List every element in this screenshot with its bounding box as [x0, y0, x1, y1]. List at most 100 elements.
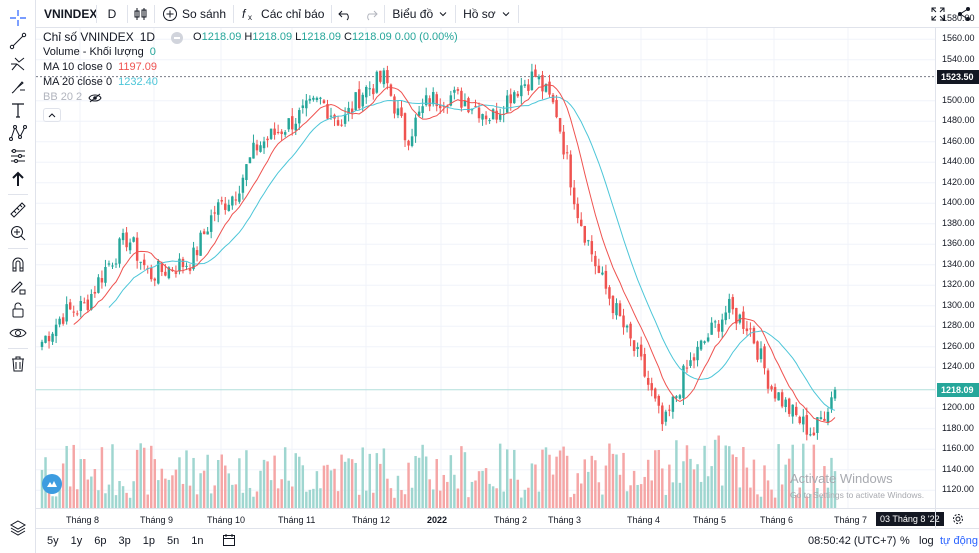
candle-body: [139, 261, 142, 263]
volume-bar: [449, 455, 453, 508]
candle-body: [534, 69, 537, 78]
range-button-5y[interactable]: 5y: [47, 535, 59, 547]
chart-layout-menu[interactable]: Biểu đồ: [385, 0, 455, 28]
candle-body: [597, 265, 601, 273]
ruler-tool[interactable]: [8, 200, 28, 220]
candle-body: [572, 187, 576, 205]
candle-body: [611, 295, 615, 314]
candle-body: [562, 131, 565, 155]
goto-date-button[interactable]: [216, 533, 242, 550]
auto-scale-toggle[interactable]: tự động: [940, 535, 978, 547]
crosshair-tool[interactable]: [8, 8, 28, 28]
volume-bar: [805, 496, 809, 508]
candle-body: [580, 219, 583, 227]
interval-button[interactable]: D: [107, 6, 117, 21]
volume-bar: [54, 496, 58, 508]
chart-type-button[interactable]: [128, 0, 154, 28]
candle-body: [322, 100, 326, 104]
drawing-toolbar: [0, 0, 36, 553]
volume-bar: [294, 453, 297, 508]
fullscreen-button[interactable]: [930, 0, 946, 28]
brush-tool[interactable]: [8, 77, 28, 97]
volume-bar: [100, 447, 104, 508]
symbol-search[interactable]: VNINDEX: [44, 6, 98, 21]
volume-bar: [668, 464, 671, 508]
volume-bars: [40, 435, 837, 508]
range-button-3p[interactable]: 3p: [118, 535, 131, 547]
legend-bb-row[interactable]: BB 20 2: [43, 90, 461, 105]
volume-bar: [107, 484, 111, 508]
volume-bar: [643, 476, 646, 508]
range-button-1p[interactable]: 1p: [142, 535, 155, 547]
undo-button[interactable]: [332, 0, 358, 28]
volume-bar: [826, 487, 830, 508]
lock-tool[interactable]: [8, 300, 28, 320]
volume-bar: [178, 457, 181, 508]
axis-corner-settings[interactable]: [935, 508, 979, 528]
time-tick: Tháng 9: [140, 515, 174, 525]
volume-bar: [153, 459, 157, 508]
arrow-up-tool[interactable]: [8, 169, 28, 189]
eye-hidden-icon[interactable]: [88, 93, 102, 103]
legend-collapse-button[interactable]: [43, 108, 61, 122]
volume-bar: [305, 491, 308, 508]
trend-line-tool[interactable]: [8, 31, 28, 51]
prediction-tool[interactable]: [8, 146, 28, 166]
range-button-6p[interactable]: 6p: [94, 535, 107, 547]
pitchfork-tool[interactable]: [8, 54, 28, 74]
candle-body: [280, 131, 283, 135]
remove-drawings-tool[interactable]: [8, 354, 28, 374]
profile-menu[interactable]: Hồ sơ: [456, 0, 518, 28]
range-button-1n[interactable]: 1n: [191, 535, 204, 547]
redo-button[interactable]: [358, 0, 384, 28]
object-tree-button[interactable]: [8, 518, 28, 538]
price-axis[interactable]: 1580.00 1560.00 1540.00 1500.00 1480.00 1460.…: [935, 13, 979, 508]
candle-body: [188, 268, 192, 271]
share-button[interactable]: [956, 0, 972, 28]
candle-body: [150, 267, 153, 280]
candle-body: [802, 416, 805, 425]
range-button-1y[interactable]: 1y: [70, 535, 83, 547]
compare-button[interactable]: So sánh: [155, 0, 233, 28]
pattern-tool[interactable]: [8, 123, 28, 143]
compare-label: So sánh: [182, 6, 227, 21]
percent-toggle[interactable]: %: [900, 535, 910, 547]
chart-layout-label: Biểu đồ: [392, 6, 434, 21]
legend-ma20-row[interactable]: MA 20 close 0 1232.40: [43, 75, 461, 90]
clock[interactable]: 08:50:42 (UTC+7): [808, 535, 897, 547]
text-tool[interactable]: [8, 100, 28, 120]
volume-bar: [47, 492, 51, 508]
price-tick: 1560.00: [942, 33, 975, 44]
logo-badge[interactable]: [42, 474, 62, 494]
range-button-5n[interactable]: 5n: [167, 535, 180, 547]
candle-body: [682, 365, 685, 398]
log-toggle[interactable]: log: [919, 535, 934, 547]
legend-title[interactable]: Chỉ số VNINDEX: [43, 30, 134, 44]
volume-bar: [456, 488, 460, 508]
price-chart[interactable]: Activate Windows Go to Settings to activ…: [36, 28, 935, 508]
magnet-tool[interactable]: [8, 254, 28, 274]
candle-body: [816, 417, 819, 433]
legend-settings-icon[interactable]: [171, 31, 184, 44]
zoom-tool[interactable]: [8, 223, 28, 243]
volume-bar: [728, 446, 731, 508]
legend-ma10-row[interactable]: MA 10 close 0 1197.09: [43, 60, 461, 75]
volume-bar: [604, 465, 608, 508]
candle-body: [474, 105, 477, 107]
visibility-tool[interactable]: [8, 323, 28, 343]
time-axis[interactable]: Tháng 8 Tháng 9 Tháng 10 Tháng 11 Tháng 12 20…: [36, 508, 944, 528]
candle-body: [287, 118, 290, 130]
volume-bar: [291, 486, 294, 508]
legend-volume-row[interactable]: Volume - Khối lượng 0: [43, 45, 461, 60]
lock-drawings-tool[interactable]: [8, 277, 28, 297]
candle-body: [231, 196, 234, 206]
volume-bar: [502, 491, 505, 508]
volume-bar: [777, 444, 780, 508]
candle-body: [569, 154, 572, 188]
volume-bar: [93, 469, 97, 508]
candle-body: [742, 311, 745, 329]
candle-body: [417, 111, 421, 116]
volume-bar: [245, 450, 248, 508]
candle-body: [104, 266, 107, 283]
